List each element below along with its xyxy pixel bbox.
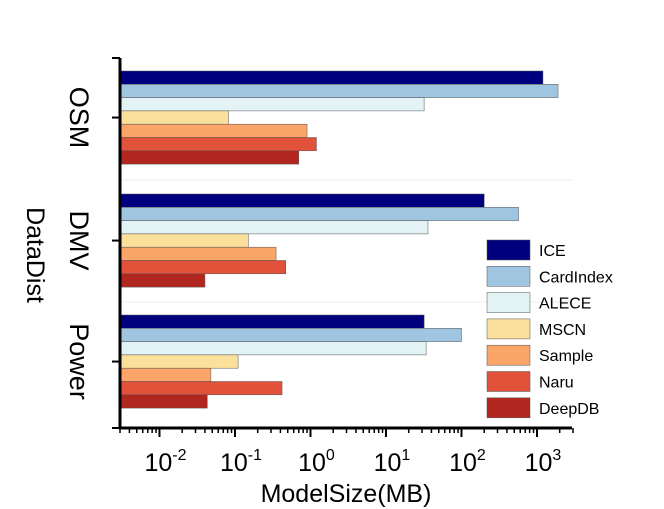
bar-dmv-mscn <box>119 233 249 248</box>
group-labels: OSM DMV Power <box>64 87 94 400</box>
legend-label-naru: Naru <box>539 375 574 392</box>
legend-label-sample: Sample <box>539 348 593 365</box>
legend-swatch-naru <box>486 371 531 392</box>
legend-label-mscn: MSCN <box>539 322 586 339</box>
bar-power-naru <box>119 381 283 396</box>
legend-label-cardindex: CardIndex <box>539 269 613 286</box>
legend-label-deepdb: DeepDB <box>539 401 599 418</box>
bar-osm-alece <box>119 97 425 112</box>
legend-swatch-deepdb <box>486 397 531 419</box>
category-label-osm: OSM <box>64 87 94 149</box>
legend-swatch-ice <box>486 239 531 261</box>
x-tick-label: 102 <box>449 447 486 477</box>
axes: 10-2 10-1 100 101 102 103 <box>112 57 574 477</box>
x-tick-label: 10-2 <box>144 447 186 477</box>
bar-power-alece <box>119 341 427 356</box>
legend-swatch-sample <box>486 344 531 366</box>
x-tick-label: 10-1 <box>220 447 262 477</box>
bar-dmv-deepdb <box>119 273 206 288</box>
bar-osm-mscn <box>119 110 229 125</box>
y-axis-title: DataDist <box>21 207 49 303</box>
bar-dmv-ice <box>119 193 485 208</box>
legend-label-ice: ICE <box>539 243 566 260</box>
category-label-power: Power <box>64 323 94 400</box>
bar-power-mscn <box>119 354 239 369</box>
x-tick-label: 100 <box>298 447 335 477</box>
bar-dmv-cardindex <box>119 207 519 221</box>
x-tick-label: 103 <box>525 447 562 477</box>
legend-swatch-mscn <box>486 318 531 340</box>
bar-power-deepdb <box>119 394 208 409</box>
bar-dmv-sample <box>119 246 277 261</box>
bar-power-sample <box>119 367 212 382</box>
bar-osm-cardindex <box>119 84 559 98</box>
bar-osm-naru <box>119 137 317 152</box>
legend-swatch-cardindex <box>486 266 531 287</box>
bar-dmv-naru <box>119 260 286 275</box>
x-tick-label: 101 <box>374 447 411 477</box>
legend: ICE CardIndex ALECE MSCN Sample Naru DeepDB <box>486 239 613 419</box>
bar-osm-sample <box>119 123 308 138</box>
bar-osm-deepdb <box>119 150 300 165</box>
bar-osm-ice <box>119 70 544 85</box>
legend-label-alece: ALECE <box>539 296 591 313</box>
bar-power-ice <box>119 314 425 329</box>
category-label-dmv: DMV <box>64 211 94 271</box>
legend-swatch-alece <box>486 292 531 313</box>
bar-power-cardindex <box>119 328 462 342</box>
bars <box>119 70 559 409</box>
bar-dmv-alece <box>119 220 429 235</box>
x-axis-title: ModelSize(MB) <box>261 480 432 508</box>
